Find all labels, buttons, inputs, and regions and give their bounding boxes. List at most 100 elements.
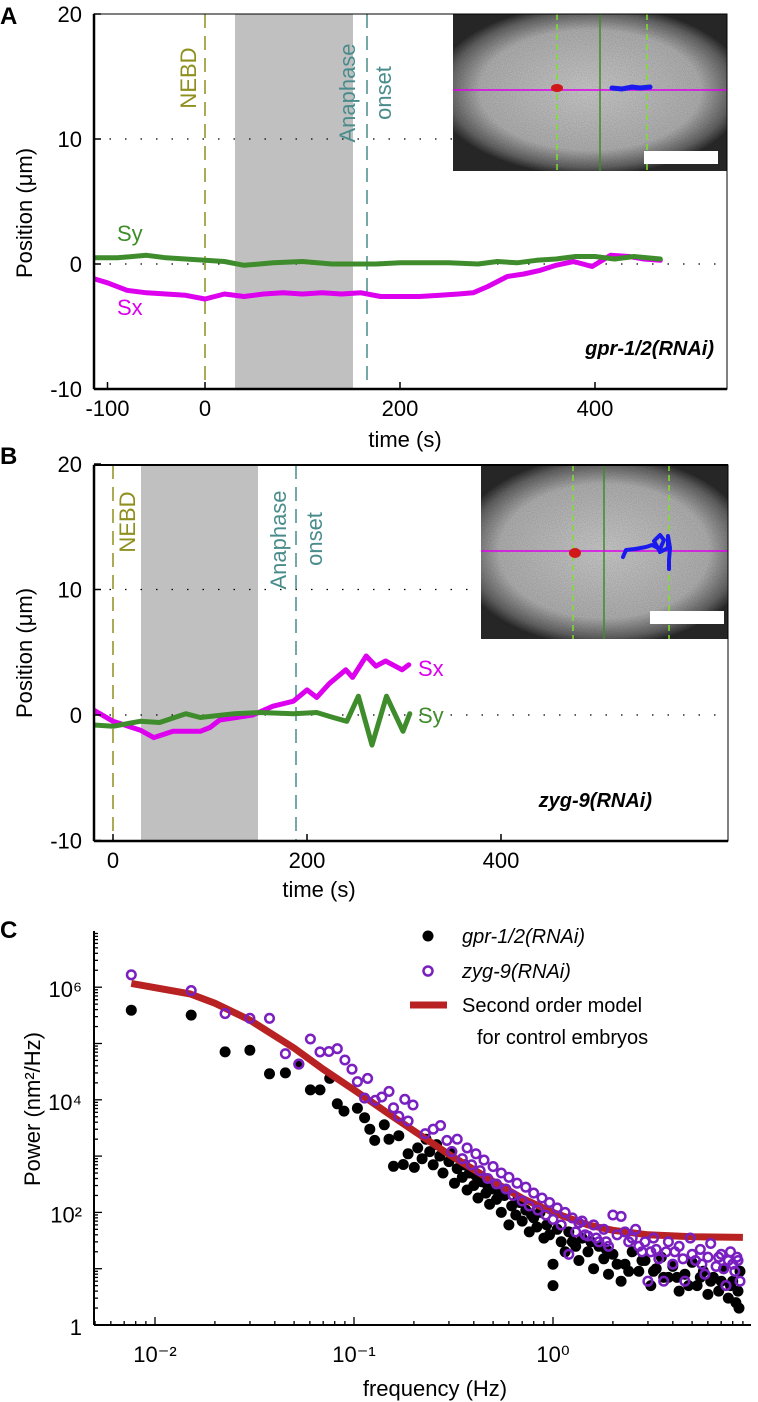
y-tick-label: 0 <box>70 703 82 728</box>
embryo-inset-a <box>453 14 727 171</box>
y-tick-label: 20 <box>58 452 82 477</box>
data-point-zyg <box>598 1223 610 1235</box>
x-axis-label-a: time (s) <box>368 427 441 452</box>
legend-label-model-2: for control embryos <box>477 1027 648 1049</box>
legend-marker-zyg <box>422 965 434 977</box>
data-point-zyg <box>658 1275 670 1287</box>
data-point-gpr <box>633 1265 645 1277</box>
data-point-zyg <box>705 1237 717 1250</box>
data-point-zyg <box>667 1258 679 1270</box>
data-point-zyg <box>615 1210 627 1222</box>
model-curve <box>130 979 743 1241</box>
data-point-zyg <box>500 1183 512 1195</box>
data-point-gpr <box>472 1192 484 1204</box>
data-point-zyg <box>125 969 137 981</box>
data-point-zyg <box>718 1263 730 1275</box>
y-tick-label: -10 <box>50 829 82 854</box>
data-point-zyg <box>677 1253 689 1265</box>
y-tick-label: -10 <box>50 377 82 402</box>
data-point-gpr <box>733 1302 745 1314</box>
data-point-zyg <box>387 1102 400 1114</box>
data-point-gpr <box>732 1285 744 1297</box>
data-point-zyg <box>478 1154 490 1166</box>
series-line-sx <box>94 252 663 302</box>
embryo-inset-b <box>481 465 728 639</box>
data-point-zyg <box>588 1219 600 1231</box>
data-point-gpr <box>264 1068 275 1080</box>
x-tick-label: -100 <box>85 396 129 421</box>
x-axis-label-b: time (s) <box>282 877 355 902</box>
data-point-zyg <box>732 1254 744 1267</box>
data-point-gpr <box>650 1263 662 1275</box>
data-point-zyg <box>456 1153 468 1165</box>
data-point-zyg <box>528 1187 540 1199</box>
data-point-zyg <box>441 1134 453 1146</box>
data-point-gpr <box>402 1148 414 1160</box>
nebd-label-b: NEBD <box>115 491 140 552</box>
data-point-gpr <box>639 1255 651 1266</box>
y-tick-label: 10 <box>58 127 82 152</box>
data-point-gpr <box>338 1105 350 1117</box>
data-point-gpr <box>588 1263 600 1275</box>
data-point-gpr <box>603 1268 614 1280</box>
anterior-centrosome-track <box>569 548 581 558</box>
condition-label-b: zyg-9(RNAi) <box>538 790 653 812</box>
x-tick-label: 10⁻² <box>133 1342 176 1367</box>
scale-bar <box>644 151 718 164</box>
y-axis-label-c: Power (nm²/Hz) <box>20 1032 45 1186</box>
anaphase-label-a: Anaphase <box>335 43 360 142</box>
data-point-zyg <box>520 1181 532 1193</box>
data-point-gpr <box>412 1142 424 1154</box>
panel-letter-a: A <box>0 3 17 30</box>
data-point-zyg <box>684 1232 696 1244</box>
data-point-zyg <box>639 1236 651 1248</box>
data-point-zyg <box>729 1265 741 1277</box>
sx-label-b: Sx <box>418 656 444 681</box>
data-point-gpr <box>573 1255 585 1266</box>
data-point-zyg <box>555 1219 567 1231</box>
data-point-zyg <box>507 1189 519 1202</box>
data-point-gpr <box>547 1258 559 1270</box>
data-point-gpr <box>503 1219 515 1231</box>
data-point-zyg <box>263 1012 276 1024</box>
data-point-zyg <box>720 1280 732 1292</box>
data-point-zyg <box>331 1043 343 1055</box>
data-point-zyg <box>626 1232 638 1244</box>
data-point-zyg <box>673 1240 685 1252</box>
data-point-zyg <box>702 1251 714 1263</box>
data-point-zyg <box>645 1246 657 1258</box>
data-point-zyg <box>647 1232 660 1244</box>
data-point-zyg <box>662 1236 674 1248</box>
data-point-zyg <box>724 1246 737 1258</box>
data-point-gpr <box>369 1134 381 1146</box>
nebd-label-a: NEBD <box>176 47 201 108</box>
data-point-gpr <box>623 1265 635 1277</box>
data-point-gpr <box>702 1288 714 1300</box>
x-tick-label: 0 <box>199 396 211 421</box>
data-point-gpr <box>570 1240 582 1252</box>
data-point-gpr <box>715 1275 727 1287</box>
data-point-zyg <box>359 1092 371 1104</box>
y-tick-label: 10² <box>50 1202 82 1227</box>
data-point-zyg <box>470 1148 482 1160</box>
y-tick-label: 10⁴ <box>48 1090 82 1115</box>
panel-letter-c: C <box>0 917 17 944</box>
data-point-gpr <box>424 1146 436 1158</box>
legend-label-zyg: zyg-9(RNAi) <box>461 961 571 983</box>
data-point-zyg <box>490 1178 503 1190</box>
data-point-zyg <box>619 1226 631 1238</box>
series-line-sx <box>94 653 412 741</box>
data-point-zyg <box>393 1110 405 1122</box>
data-point-gpr <box>351 1102 363 1114</box>
data-point-zyg <box>376 1091 388 1103</box>
data-point-zyg <box>474 1165 486 1177</box>
data-point-zyg <box>304 1033 316 1045</box>
data-point-zyg <box>451 1133 463 1145</box>
data-point-zyg <box>346 1063 358 1075</box>
y-axis-label-b: Position (μm) <box>12 588 37 718</box>
data-point-gpr <box>683 1280 695 1292</box>
data-point-gpr <box>383 1133 395 1145</box>
data-point-zyg <box>551 1202 563 1214</box>
